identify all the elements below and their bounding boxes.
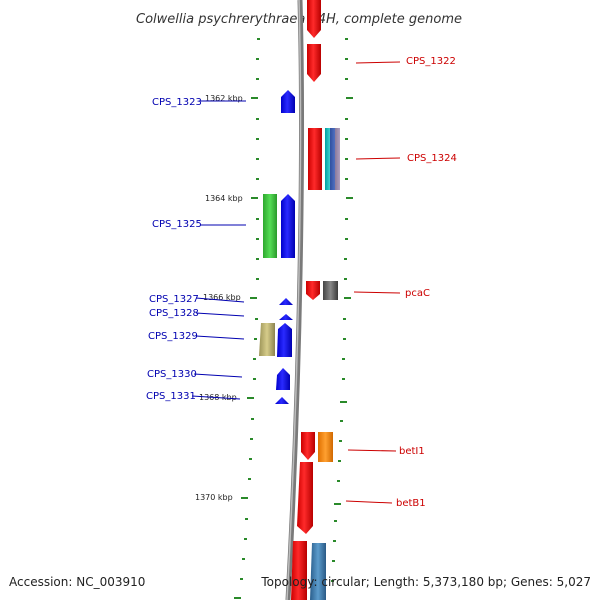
- gene-arrow-cps1331: [275, 397, 289, 404]
- gene-label-cps1323[interactable]: CPS_1323: [152, 97, 202, 108]
- gene-label-cps1327[interactable]: CPS_1327: [149, 294, 199, 305]
- gene-arrow-beti1: [301, 432, 315, 460]
- gene-arrow-cps1322: [307, 44, 321, 82]
- scale-label-1362: 1362 kbp: [205, 94, 243, 103]
- gene-label-cps1325[interactable]: CPS_1325: [152, 219, 202, 230]
- gene-label-cps1328[interactable]: CPS_1328: [149, 308, 199, 319]
- gene-arrow-cps1324-neighbor: [325, 128, 340, 190]
- scale-label-1366: 1366 kbp: [203, 293, 241, 302]
- genome-backbone: [285, 0, 304, 600]
- right-tick-marks: [331, 38, 353, 582]
- gene-label-cps1329[interactable]: CPS_1329: [148, 331, 198, 342]
- gene-label-beti1[interactable]: betI1: [399, 446, 425, 457]
- gene-arrow-cps1325-green: [263, 194, 277, 258]
- gene-arrow-cps1329-olive: [259, 323, 275, 356]
- gene-arrow-cps1329: [277, 323, 292, 357]
- gene-arrow-cps1330: [276, 368, 290, 390]
- gene-arrow-cps1327: [279, 298, 293, 305]
- gene-arrow-bottom-steel: [310, 543, 326, 600]
- gene-arrow-cps1323: [281, 90, 295, 113]
- scale-label-1364: 1364 kbp: [205, 194, 243, 203]
- gene-label-cps1322[interactable]: CPS_1322: [406, 56, 456, 67]
- scale-label-1370: 1370 kbp: [195, 493, 233, 502]
- left-tick-marks: [234, 38, 260, 599]
- gene-arrow-pcac: [306, 281, 320, 300]
- gene-arrow-betb1: [297, 462, 313, 534]
- accession-text: Accession: NC_003910: [9, 575, 145, 589]
- gene-arrow-bottom-red: [291, 541, 307, 600]
- genome-backbone-highlight: [286, 0, 302, 600]
- gene-arrow-top-partial: [307, 0, 321, 38]
- gene-arrow-pcac-neighbor: [323, 281, 338, 300]
- gene-label-betb1[interactable]: betB1: [396, 498, 426, 509]
- right-callout-lines: [345, 61, 401, 504]
- gene-arrow-beti1-neighbor: [318, 432, 333, 462]
- gene-arrow-cps1328: [279, 314, 293, 320]
- topology-text: Topology: circular; Length: 5,373,180 bp…: [260, 575, 591, 589]
- gene-label-pcac[interactable]: pcaC: [405, 288, 430, 299]
- gene-arrow-cps1324: [308, 128, 322, 190]
- gene-label-cps1331[interactable]: CPS_1331: [146, 391, 196, 402]
- gene-label-cps1330[interactable]: CPS_1330: [147, 369, 197, 380]
- gene-arrow-cps1325: [281, 194, 295, 258]
- left-callout-lines: [191, 100, 246, 400]
- gene-label-cps1324[interactable]: CPS_1324: [407, 153, 457, 164]
